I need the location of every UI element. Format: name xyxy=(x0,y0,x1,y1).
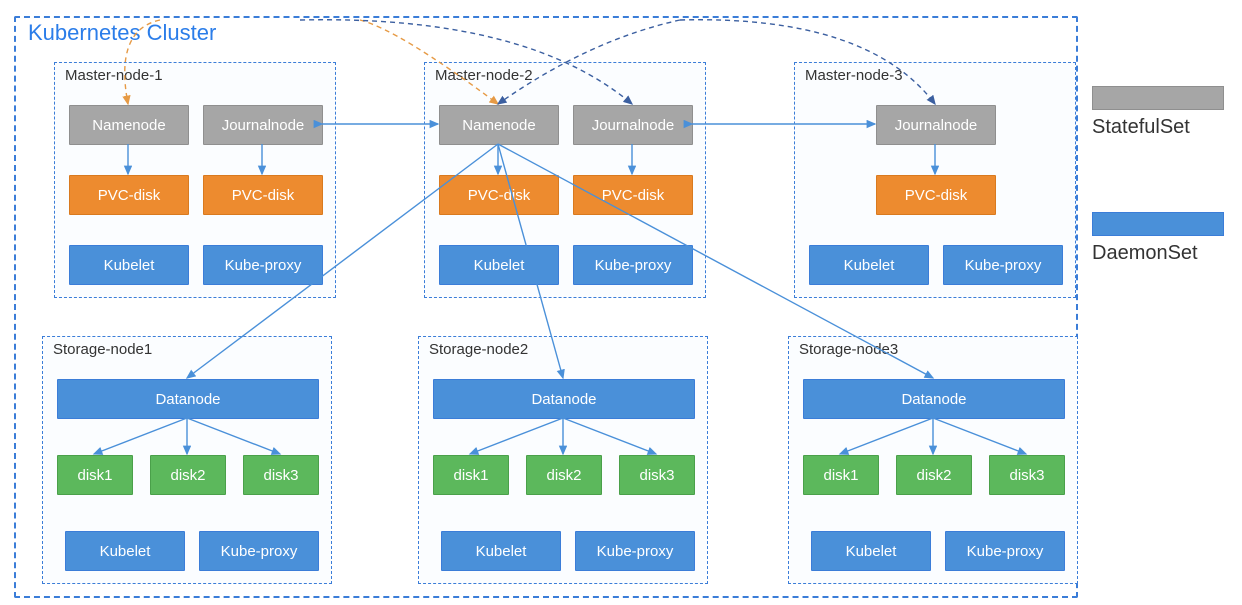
node-s1: Storage-node1 Datanode disk1 disk2 disk3 Kube… xyxy=(42,336,332,584)
box-s3-kp: Kube-proxy xyxy=(945,531,1065,571)
box-s1-d2: disk2 xyxy=(150,455,226,495)
box-s3-d3: disk3 xyxy=(989,455,1065,495)
box-s2-kp: Kube-proxy xyxy=(575,531,695,571)
node-title: Storage-node1 xyxy=(53,341,152,358)
box-m3-kp: Kube-proxy xyxy=(943,245,1063,285)
box-m3-pvc: PVC-disk xyxy=(876,175,996,215)
box-s1-dn: Datanode xyxy=(57,379,319,419)
node-s3: Storage-node3 Datanode disk1 disk2 disk3 Kube… xyxy=(788,336,1078,584)
box-s3-d2: disk2 xyxy=(896,455,972,495)
box-s1-kl: Kubelet xyxy=(65,531,185,571)
node-title: Master-node-3 xyxy=(805,67,903,84)
node-title: Master-node-2 xyxy=(435,67,533,84)
box-m3-kl: Kubelet xyxy=(809,245,929,285)
box-s2-dn: Datanode xyxy=(433,379,695,419)
box-s1-d1: disk1 xyxy=(57,455,133,495)
box-m1-nn: Namenode xyxy=(69,105,189,145)
box-m1-kp: Kube-proxy xyxy=(203,245,323,285)
box-m2-jn: Journalnode xyxy=(573,105,693,145)
legend-statefulset-label: StatefulSet xyxy=(1092,116,1190,139)
box-s3-d1: disk1 xyxy=(803,455,879,495)
box-m2-pvc1: PVC-disk xyxy=(439,175,559,215)
node-m1: Master-node-1 Namenode Journalnode PVC-disk… xyxy=(54,62,336,298)
legend-daemonset-swatch xyxy=(1092,212,1224,236)
node-title: Storage-node2 xyxy=(429,341,528,358)
box-s1-d3: disk3 xyxy=(243,455,319,495)
box-m3-jn: Journalnode xyxy=(876,105,996,145)
box-s2-d2: disk2 xyxy=(526,455,602,495)
node-m2: Master-node-2 Namenode Journalnode PVC-disk… xyxy=(424,62,706,298)
box-m1-kl: Kubelet xyxy=(69,245,189,285)
legend-statefulset-swatch xyxy=(1092,86,1224,110)
box-s2-d3: disk3 xyxy=(619,455,695,495)
box-s3-dn: Datanode xyxy=(803,379,1065,419)
box-m2-kp: Kube-proxy xyxy=(573,245,693,285)
legend-daemonset-label: DaemonSet xyxy=(1092,242,1198,265)
box-m1-jn: Journalnode xyxy=(203,105,323,145)
box-m2-pvc2: PVC-disk xyxy=(573,175,693,215)
node-title: Storage-node3 xyxy=(799,341,898,358)
box-m1-pvc1: PVC-disk xyxy=(69,175,189,215)
box-s3-kl: Kubelet xyxy=(811,531,931,571)
node-title: Master-node-1 xyxy=(65,67,163,84)
box-m2-nn: Namenode xyxy=(439,105,559,145)
box-m1-pvc2: PVC-disk xyxy=(203,175,323,215)
cluster-title: Kubernetes Cluster xyxy=(24,20,220,46)
box-m2-kl: Kubelet xyxy=(439,245,559,285)
node-s2: Storage-node2 Datanode disk1 disk2 disk3 Kube… xyxy=(418,336,708,584)
node-m3: Master-node-3 Journalnode PVC-disk Kubelet K… xyxy=(794,62,1076,298)
box-s1-kp: Kube-proxy xyxy=(199,531,319,571)
box-s2-kl: Kubelet xyxy=(441,531,561,571)
box-s2-d1: disk1 xyxy=(433,455,509,495)
